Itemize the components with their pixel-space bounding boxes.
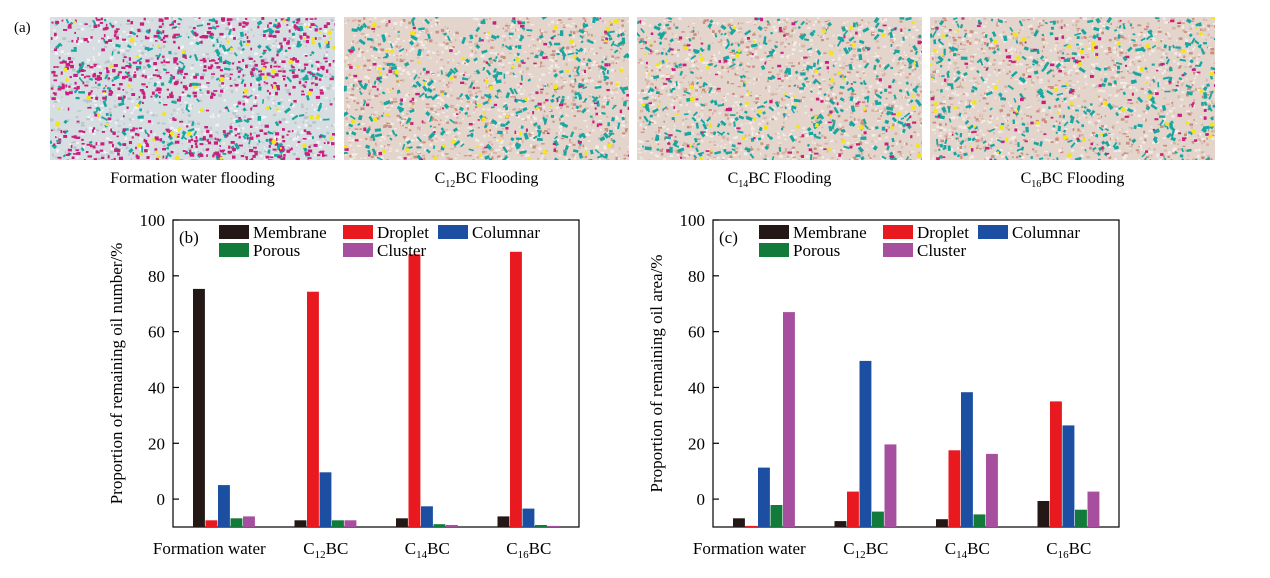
x-tick-label: Formation water: [693, 539, 806, 558]
legend-swatch-columnar: [978, 225, 1008, 239]
y-tick-label: 60: [148, 323, 165, 342]
y-tick-label: 20: [148, 434, 165, 453]
y-tick-label: 60: [688, 323, 705, 342]
caption-c14bc: C14BC Flooding: [727, 170, 832, 191]
bar-droplet-1: [307, 291, 319, 527]
x-tick-label: C16BC: [506, 539, 551, 561]
panel-a-label: (a): [14, 20, 31, 36]
bar-membrane-0: [733, 518, 745, 527]
bar-cluster-2: [446, 525, 458, 527]
x-tick-label: C14BC: [945, 539, 990, 561]
bar-columnar-0: [758, 467, 770, 527]
y-tick-label: 0: [697, 490, 706, 509]
bar-columnar-0: [218, 485, 230, 527]
y-axis-label: Proportion of remaining oil number/%: [107, 243, 126, 505]
bar-columnar-1: [859, 360, 872, 527]
caption-c12bc: C12BC Flooding: [434, 170, 539, 191]
x-tick-label: Formation water: [153, 539, 266, 558]
bar-porous-0: [230, 518, 243, 527]
bar-cluster-3: [1087, 491, 1100, 527]
legend-swatch-columnar: [438, 225, 468, 239]
legend-swatch-droplet: [343, 225, 373, 239]
legend-swatch-membrane: [219, 225, 249, 239]
bar-columnar-3: [1062, 425, 1075, 527]
bar-droplet-3: [510, 251, 522, 528]
bar-droplet-0: [205, 520, 218, 527]
bar-columnar-1: [319, 472, 332, 527]
y-tick-label: 80: [148, 267, 165, 286]
legend-swatch-cluster: [883, 243, 913, 257]
bar-porous-3: [1075, 509, 1087, 527]
bar-droplet-1: [847, 491, 859, 527]
bar-columnar-2: [421, 506, 433, 527]
bar-porous-0: [770, 505, 783, 527]
legend-swatch-droplet: [883, 225, 913, 239]
bar-membrane-1: [834, 521, 847, 527]
legend-swatch-porous: [759, 243, 789, 257]
bar-membrane-2: [936, 519, 948, 527]
bar-porous-2: [433, 524, 446, 527]
bar-cluster-3: [547, 525, 560, 527]
x-tick-label: C12BC: [303, 539, 348, 561]
bar-porous-3: [535, 525, 547, 527]
bar-membrane-1: [294, 520, 307, 527]
plot-frame: [172, 219, 580, 528]
photo-c14bc: [637, 17, 922, 160]
x-tick-label: C16BC: [1046, 539, 1091, 561]
bar-droplet-3: [1050, 401, 1062, 527]
bar-droplet-2: [948, 450, 961, 528]
y-tick-label: 40: [148, 378, 165, 397]
bar-cluster-1: [884, 444, 897, 527]
plot-frame: [712, 219, 1120, 528]
legend-swatch-cluster: [343, 243, 373, 257]
bar-membrane-3: [497, 516, 510, 527]
caption-c16bc: C16BC Flooding: [1020, 170, 1125, 191]
legend-label-columnar: Columnar: [1012, 223, 1080, 242]
legend-label-droplet: Droplet: [917, 223, 969, 242]
y-axis-label: Proportion of remaining oil area/%: [647, 255, 666, 493]
y-tick-label: 0: [157, 490, 166, 509]
bar-droplet-0: [745, 525, 758, 527]
legend-label-membrane: Membrane: [793, 223, 867, 242]
photo-c16bc: [930, 17, 1215, 160]
bar-cluster-0: [783, 312, 795, 527]
y-tick-label: 20: [688, 434, 705, 453]
bar-porous-2: [973, 514, 986, 527]
bar-cluster-1: [344, 520, 357, 527]
legend-label-columnar: Columnar: [472, 223, 540, 242]
legend-label-membrane: Membrane: [253, 223, 327, 242]
legend-label-cluster: Cluster: [917, 241, 966, 260]
y-tick-label: 100: [140, 211, 166, 230]
legend-label-porous: Porous: [253, 241, 300, 260]
bar-membrane-3: [1037, 501, 1050, 527]
caption-formation-water: Formation water flooding: [110, 170, 275, 187]
bar-porous-1: [332, 520, 344, 527]
x-tick-label: C14BC: [405, 539, 450, 561]
y-tick-label: 80: [688, 267, 705, 286]
bar-droplet-2: [408, 254, 421, 528]
bar-cluster-0: [243, 516, 255, 527]
panel-label: (c): [719, 228, 738, 247]
bar-columnar-2: [961, 392, 973, 527]
bar-membrane-2: [396, 518, 408, 527]
photo-formation-water: [50, 17, 335, 160]
x-tick-label: C12BC: [843, 539, 888, 561]
y-tick-label: 100: [680, 211, 706, 230]
legend-swatch-porous: [219, 243, 249, 257]
legend-swatch-membrane: [759, 225, 789, 239]
y-tick-label: 40: [688, 378, 705, 397]
bar-cluster-2: [986, 453, 998, 527]
bar-porous-1: [872, 511, 884, 527]
legend-label-porous: Porous: [793, 241, 840, 260]
bar-columnar-3: [522, 508, 535, 527]
chart-remaining-oil-number: 0 20 40 60 80 100 Proportion of remaining oil …: [107, 211, 580, 561]
panel-label: (b): [179, 228, 199, 247]
chart-remaining-oil-area: 0 20 40 60 80 100 Proportion of remaining oil …: [647, 211, 1120, 561]
legend-label-cluster: Cluster: [377, 241, 426, 260]
bar-membrane-0: [193, 288, 205, 527]
legend-label-droplet: Droplet: [377, 223, 429, 242]
photo-c12bc: [344, 17, 629, 160]
